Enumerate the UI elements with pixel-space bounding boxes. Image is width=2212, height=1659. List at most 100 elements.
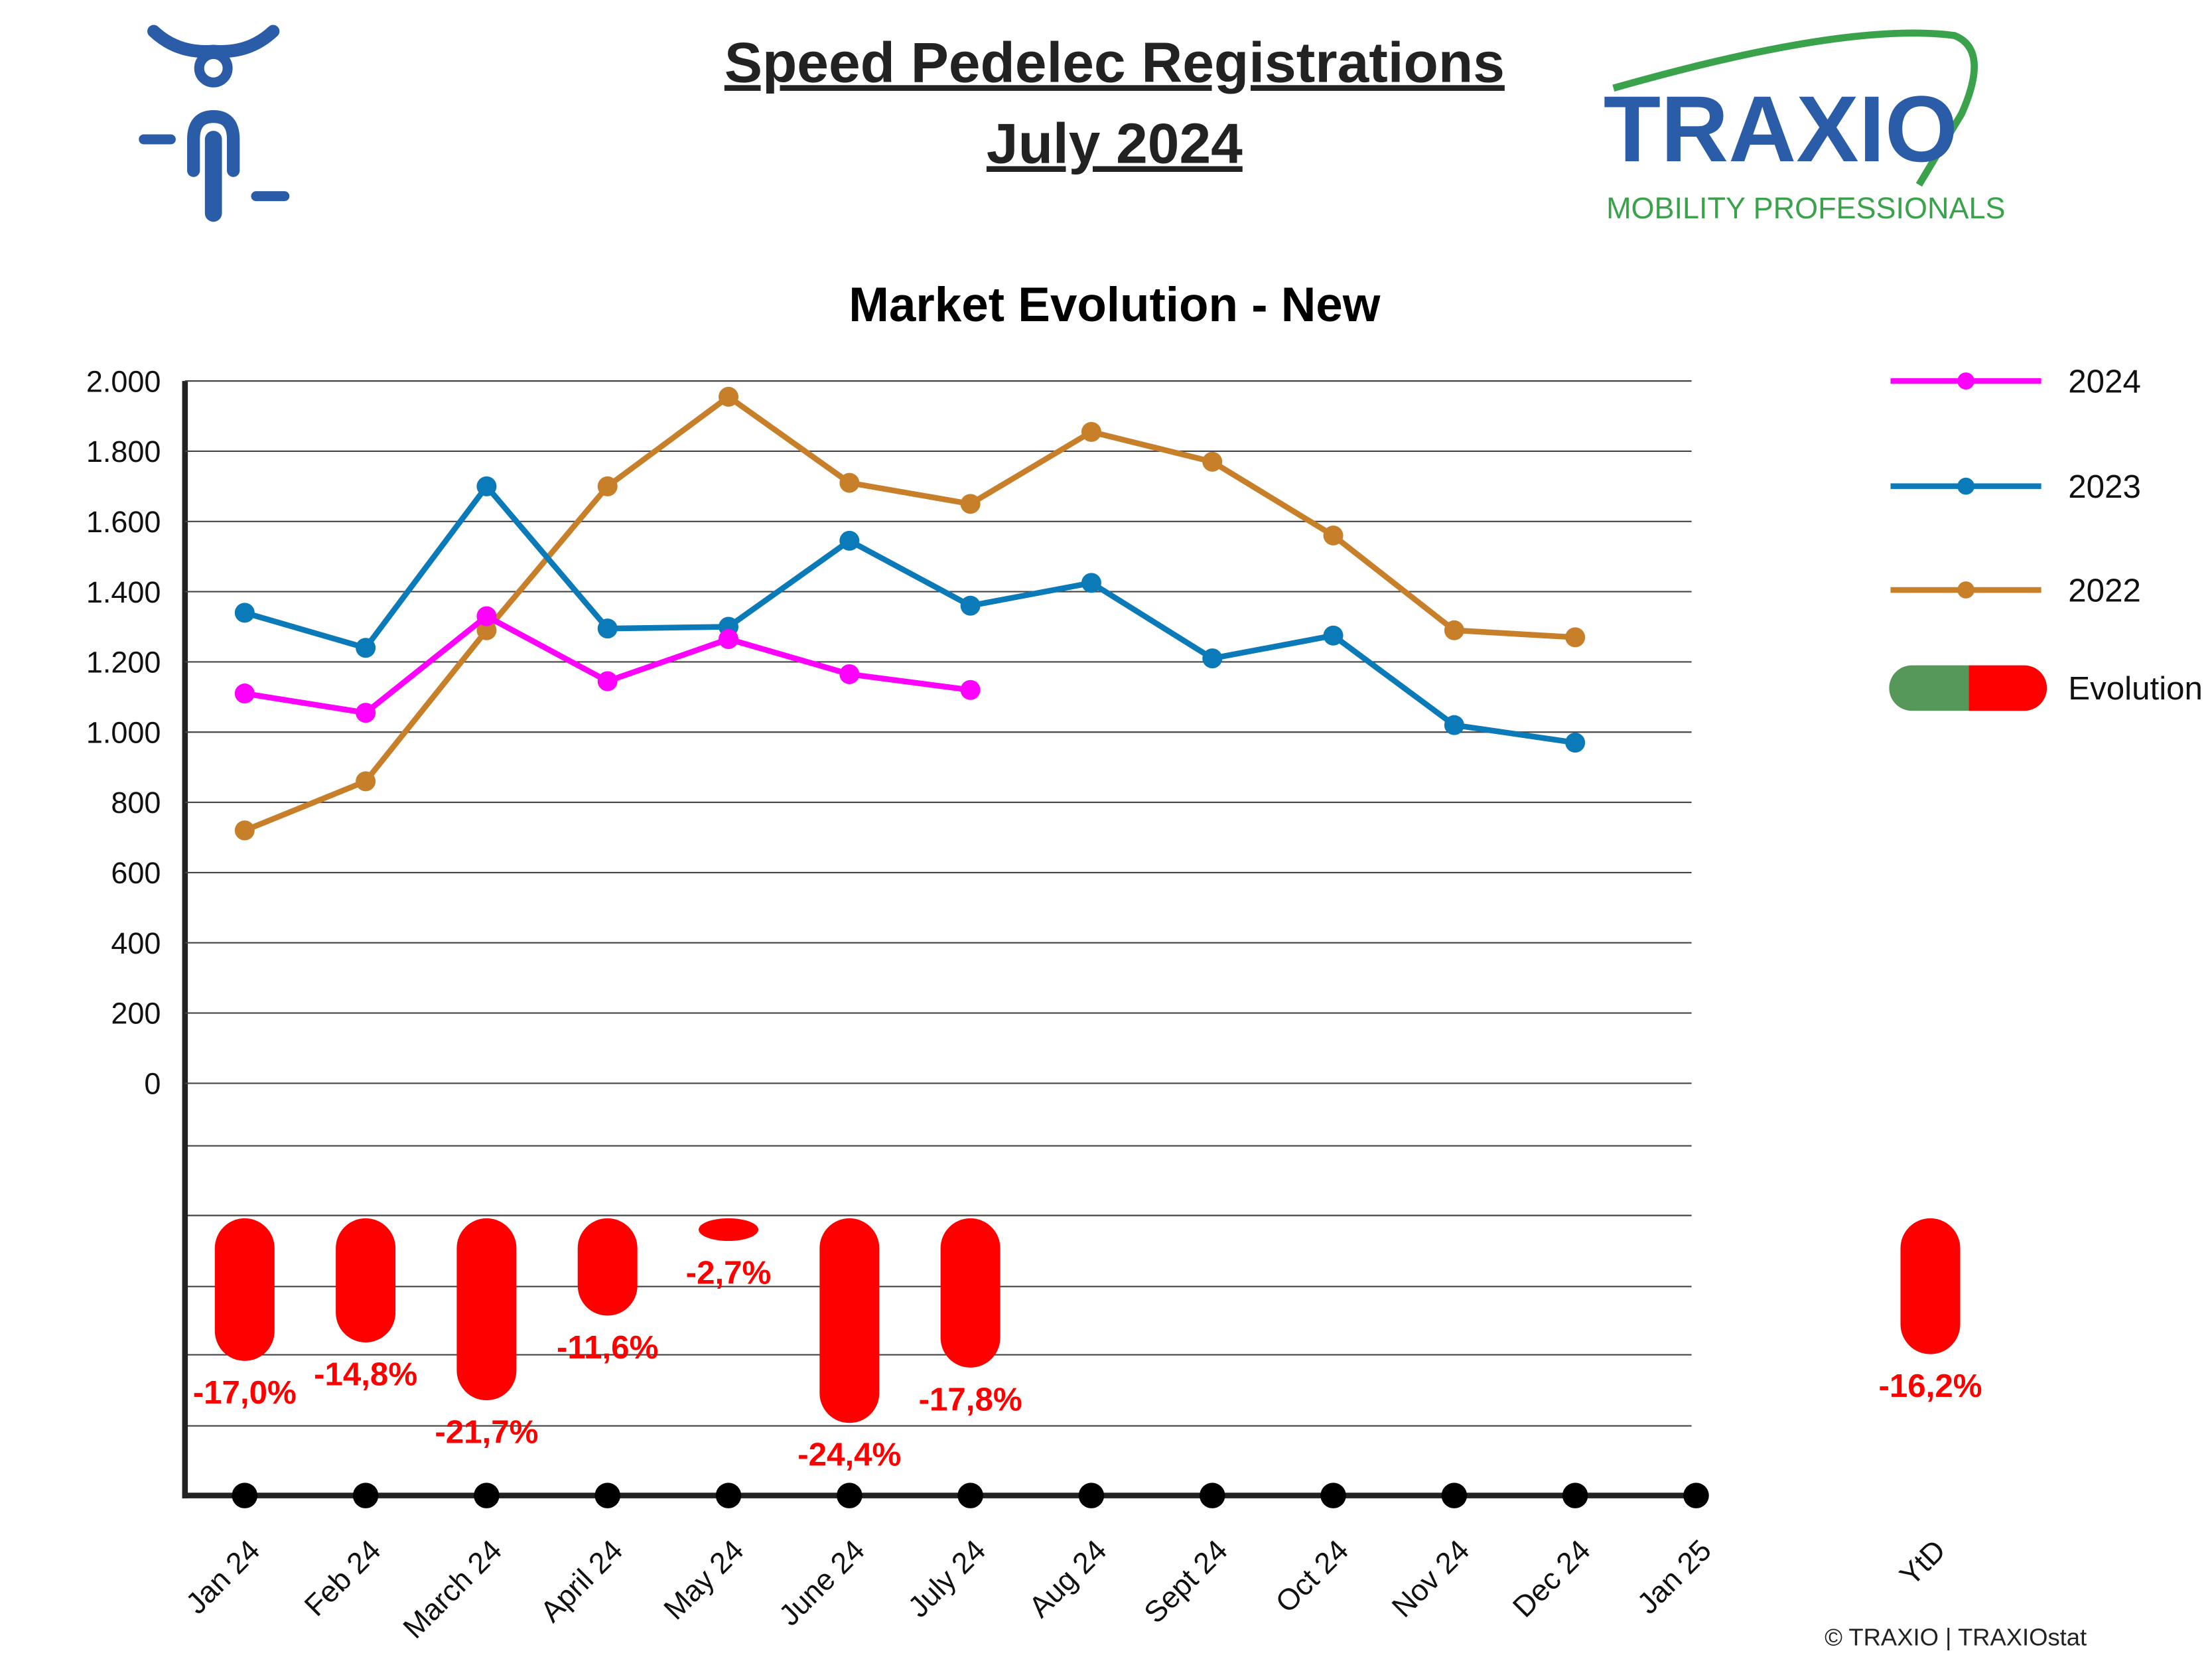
series-point bbox=[1565, 627, 1586, 648]
evolution-bar bbox=[819, 1218, 880, 1423]
series-point bbox=[476, 620, 497, 640]
evolution-bar bbox=[940, 1218, 1001, 1368]
y-tick-label: 1.600 bbox=[86, 505, 161, 539]
x-tick-dot bbox=[1562, 1482, 1588, 1508]
x-tick-dot bbox=[352, 1482, 379, 1508]
legend-label: Evolution bbox=[2068, 670, 2203, 707]
logo-name: TRAXIO bbox=[1604, 76, 1958, 181]
x-tick-label: April 24 bbox=[533, 1533, 629, 1628]
series-point bbox=[1323, 525, 1344, 545]
x-tick-label: March 24 bbox=[396, 1533, 508, 1645]
series-point bbox=[1202, 648, 1223, 669]
y-tick-label: 1.400 bbox=[86, 575, 161, 609]
evolution-bar bbox=[214, 1218, 275, 1361]
x-tick-dot bbox=[232, 1482, 258, 1508]
evolution-label: -24,4% bbox=[797, 1437, 901, 1473]
evolution-bar bbox=[699, 1218, 759, 1242]
evolution-label: -2,7% bbox=[686, 1254, 772, 1291]
x-tick-dot bbox=[715, 1482, 742, 1508]
series-point bbox=[597, 618, 618, 639]
series-point bbox=[1323, 625, 1344, 646]
page-title: Speed Pedelec Registrations bbox=[725, 31, 1505, 94]
x-tick-label: Jan 25 bbox=[1631, 1533, 1718, 1621]
legend-label: 2022 bbox=[2068, 572, 2141, 609]
legend-label: 2023 bbox=[2068, 469, 2141, 505]
evolution-bar bbox=[336, 1218, 396, 1342]
series-point bbox=[356, 771, 376, 792]
y-tick-label: 400 bbox=[111, 926, 161, 960]
x-tick-dot bbox=[474, 1482, 500, 1508]
series-point bbox=[719, 629, 739, 650]
legend-dot bbox=[1957, 372, 1974, 390]
bike-icon bbox=[139, 25, 290, 222]
page-subtitle: July 2024 bbox=[987, 111, 1243, 175]
logo-swoosh bbox=[1612, 29, 1978, 187]
series-point bbox=[476, 476, 497, 496]
lower-grid bbox=[184, 1145, 1692, 1427]
logo-tagline: MOBILITY PROFESSIONALS bbox=[1606, 191, 2005, 225]
series-point bbox=[234, 820, 255, 841]
series-point bbox=[719, 386, 739, 407]
y-tick-label: 1.200 bbox=[86, 646, 161, 680]
series-point bbox=[476, 606, 497, 626]
x-tick-dot bbox=[1078, 1482, 1105, 1508]
series-point bbox=[839, 530, 860, 551]
series-point bbox=[960, 494, 981, 514]
x-tick-label: July 24 bbox=[901, 1533, 992, 1624]
series-point bbox=[839, 664, 860, 684]
series-point bbox=[960, 680, 981, 700]
series-point bbox=[234, 684, 255, 704]
x-tick-label: YtD bbox=[1893, 1533, 1952, 1592]
legend-evolution-neg bbox=[1969, 665, 2047, 711]
series-point bbox=[1444, 715, 1464, 735]
y-tick-label: 1.800 bbox=[86, 435, 161, 469]
series-line bbox=[243, 481, 1576, 746]
legend-evolution-pos bbox=[1889, 665, 1969, 711]
copyright: © TRAXIO | TRAXIOstat bbox=[1825, 1624, 2087, 1651]
x-tick-dot bbox=[1683, 1482, 1709, 1508]
legend-dot bbox=[1957, 477, 1974, 495]
series-point bbox=[1081, 421, 1101, 442]
series-point bbox=[597, 671, 618, 691]
evolution-label: -21,7% bbox=[435, 1414, 538, 1451]
x-tick-label: May 24 bbox=[657, 1533, 750, 1626]
x-tick-dot bbox=[837, 1482, 863, 1508]
evolution-bar bbox=[1900, 1218, 1961, 1354]
x-tick-dot bbox=[957, 1482, 983, 1508]
evolution-label: -16,2% bbox=[1878, 1368, 1982, 1404]
series-point bbox=[234, 603, 255, 623]
series-point bbox=[1444, 620, 1464, 640]
chart-title: Market Evolution - New bbox=[849, 278, 1381, 332]
legend-dot bbox=[1957, 581, 1974, 599]
x-tick-dot bbox=[1199, 1482, 1225, 1508]
x-tick-label: Dec 24 bbox=[1506, 1533, 1597, 1624]
series-point bbox=[356, 638, 376, 658]
evolution-label: -17,8% bbox=[919, 1381, 1022, 1417]
series-point bbox=[839, 472, 860, 493]
series-point bbox=[1081, 573, 1101, 593]
series-point bbox=[1202, 451, 1223, 472]
x-tick-dot bbox=[1441, 1482, 1468, 1508]
y-tick-label: 0 bbox=[144, 1067, 161, 1101]
x-tick-label: Sept 24 bbox=[1137, 1533, 1234, 1630]
y-tick-label: 600 bbox=[111, 856, 161, 890]
x-tick-label: June 24 bbox=[772, 1533, 871, 1632]
x-tick-label: Jan 24 bbox=[179, 1533, 267, 1621]
x-tick-label: Aug 24 bbox=[1022, 1533, 1113, 1624]
evolution-label: -14,8% bbox=[314, 1356, 417, 1392]
series-point bbox=[960, 595, 981, 616]
evolution-bar bbox=[577, 1218, 638, 1316]
y-tick-label: 800 bbox=[111, 786, 161, 820]
x-tick-label: Nov 24 bbox=[1385, 1533, 1476, 1624]
evolution-bar bbox=[456, 1218, 517, 1401]
y-tick-label: 200 bbox=[111, 997, 161, 1031]
series-point bbox=[597, 476, 618, 496]
series-line bbox=[243, 393, 1576, 833]
evolution-label: -11,6% bbox=[557, 1329, 658, 1366]
x-tick-dot bbox=[1320, 1482, 1346, 1508]
series-point bbox=[1565, 733, 1586, 753]
x-tick-label: Oct 24 bbox=[1269, 1533, 1355, 1619]
y-tick-label: 1.000 bbox=[86, 715, 161, 749]
